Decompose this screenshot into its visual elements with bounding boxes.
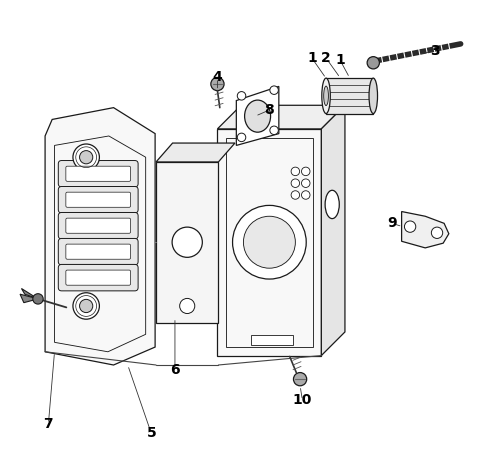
Ellipse shape [369,78,378,114]
Circle shape [294,372,307,386]
Circle shape [211,77,224,91]
Circle shape [404,221,416,232]
Polygon shape [156,143,235,162]
Text: 4: 4 [212,70,222,84]
Circle shape [367,57,379,69]
Circle shape [73,293,99,319]
Text: 10: 10 [293,393,312,408]
Circle shape [243,216,296,268]
Circle shape [180,298,195,314]
Polygon shape [217,105,345,129]
FancyBboxPatch shape [66,166,131,181]
Text: 5: 5 [146,427,156,440]
Text: 7: 7 [44,417,53,431]
Circle shape [80,299,93,313]
Text: 2: 2 [321,51,331,65]
Polygon shape [156,162,218,323]
Circle shape [270,86,279,95]
Circle shape [302,167,310,176]
FancyBboxPatch shape [58,212,138,239]
Polygon shape [22,288,38,299]
Circle shape [33,294,43,304]
Text: 1: 1 [335,53,345,67]
Circle shape [302,191,310,199]
FancyBboxPatch shape [58,265,138,291]
Polygon shape [236,86,279,145]
Text: 6: 6 [170,363,180,377]
Polygon shape [326,78,373,114]
Circle shape [302,179,310,188]
Circle shape [73,144,99,171]
Polygon shape [20,294,38,303]
Text: 3: 3 [430,44,439,58]
Circle shape [237,92,246,100]
Circle shape [270,126,279,134]
Bar [250,335,293,345]
Polygon shape [402,211,449,248]
Text: 9: 9 [387,216,397,230]
Text: 1: 1 [307,51,317,65]
FancyBboxPatch shape [58,238,138,265]
FancyBboxPatch shape [66,270,131,285]
Polygon shape [321,105,345,356]
Polygon shape [45,108,155,365]
FancyBboxPatch shape [58,161,138,187]
Ellipse shape [324,86,329,105]
Text: 8: 8 [265,103,274,117]
Ellipse shape [322,78,330,114]
Polygon shape [217,129,321,356]
Circle shape [291,179,300,188]
Circle shape [172,227,202,257]
Ellipse shape [244,100,271,132]
Ellipse shape [325,190,339,219]
Circle shape [291,191,300,199]
Circle shape [431,227,443,238]
Circle shape [237,133,246,142]
FancyBboxPatch shape [58,187,138,213]
Circle shape [80,151,93,164]
FancyBboxPatch shape [66,192,131,207]
Circle shape [291,167,300,176]
FancyBboxPatch shape [66,244,131,259]
FancyBboxPatch shape [66,218,131,233]
Circle shape [232,205,306,279]
